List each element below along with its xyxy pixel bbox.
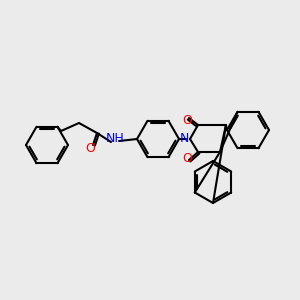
Text: O: O — [182, 152, 192, 164]
Text: O: O — [182, 113, 192, 127]
Text: NH: NH — [106, 133, 124, 146]
Text: N: N — [179, 133, 189, 146]
Text: O: O — [85, 142, 95, 154]
